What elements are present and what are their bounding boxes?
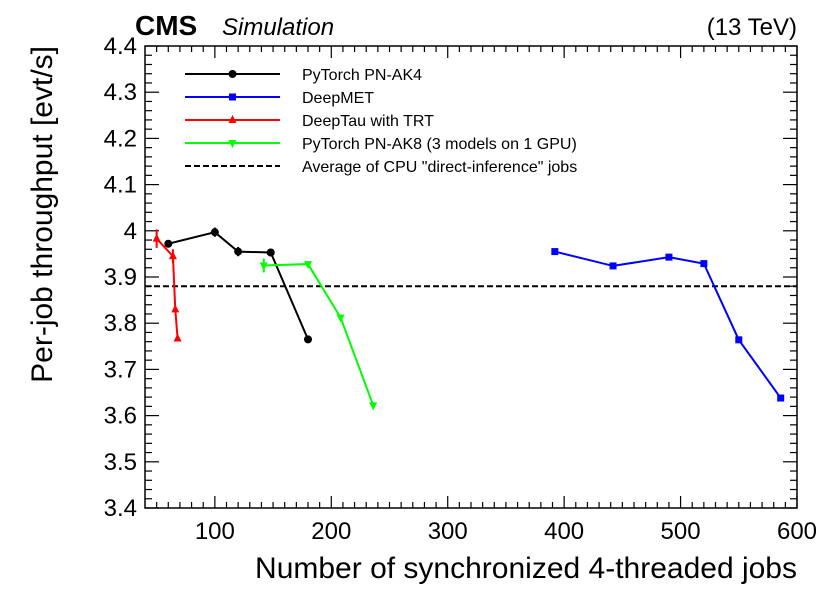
data-point — [304, 261, 312, 270]
data-point — [164, 239, 173, 248]
data-point — [234, 247, 243, 256]
data-point — [152, 233, 161, 242]
legend-label: Average of CPU "direct-inference" jobs — [302, 159, 577, 176]
experiment-label: CMS — [135, 10, 197, 41]
series-line — [155, 237, 179, 339]
series-0 — [164, 227, 312, 344]
data-point — [168, 251, 177, 260]
data-point — [777, 394, 785, 402]
data-point — [735, 336, 743, 344]
simulation-label: Simulation — [222, 14, 334, 41]
series-line — [263, 263, 375, 406]
legend-label: PyTorch PN-AK4 — [302, 67, 422, 84]
data-point — [609, 262, 617, 270]
y-tick-label: 3.6 — [104, 403, 137, 430]
x-tick-label: 400 — [544, 518, 584, 545]
energy-label: (13 TeV) — [707, 14, 797, 41]
data-point — [259, 262, 268, 271]
series-layer — [152, 227, 785, 411]
x-tick-label: 100 — [195, 518, 235, 545]
legend-item: PyTorch PN-AK4 — [185, 67, 422, 84]
legend-marker — [228, 70, 237, 78]
x-axis-ticks: 100 200 300 400 500 600 — [156, 46, 817, 545]
x-tick-label: 200 — [311, 518, 351, 545]
y-axis-title: Per-job throughput [evt/s] — [26, 46, 59, 383]
data-point — [171, 304, 180, 313]
data-point — [173, 333, 182, 342]
y-tick-label: 4.2 — [104, 125, 137, 152]
series-line — [554, 250, 782, 399]
y-tick-label: 3.9 — [104, 264, 137, 291]
legend-item: PyTorch PN-AK8 (3 models on 1 GPU) — [185, 136, 577, 153]
x-tick-label: 500 — [661, 518, 701, 545]
y-tick-label: 4.4 — [104, 33, 137, 60]
data-point — [665, 253, 673, 261]
legend-label: DeepMET — [302, 90, 374, 107]
legend-marker — [228, 115, 237, 123]
y-tick-label: 3.8 — [104, 310, 137, 337]
data-point — [266, 248, 275, 257]
data-point — [700, 260, 708, 268]
x-axis-title: Number of synchronized 4-threaded jobs — [255, 552, 797, 585]
y-axis-ticks: 3.4 3.5 3.6 3.7 3.8 3.9 4 4.1 4.2 4.3 4.4 — [104, 33, 797, 522]
y-tick-label: 4.1 — [104, 172, 137, 199]
header: CMS Simulation (13 TeV) — [135, 10, 797, 41]
series-3 — [259, 258, 378, 411]
y-tick-label: 4 — [124, 218, 137, 245]
data-point — [210, 228, 219, 237]
data-point — [304, 335, 312, 344]
plot-frame — [144, 45, 798, 509]
y-tick-label: 4.3 — [104, 79, 137, 106]
legend-marker — [228, 140, 237, 148]
y-tick-label: 3.5 — [104, 449, 137, 476]
legend-marker — [229, 93, 236, 101]
x-tick-label: 300 — [428, 518, 468, 545]
legend-label: DeepTau with TRT — [302, 113, 434, 130]
y-tick-label: 3.4 — [104, 495, 137, 522]
legend: PyTorch PN-AK4 DeepMET DeepTau with TRT PyT… — [185, 67, 577, 176]
series-2 — [152, 229, 182, 342]
legend-label: PyTorch PN-AK8 (3 models on 1 GPU) — [302, 136, 577, 153]
data-point — [336, 314, 345, 323]
legend-item: DeepTau with TRT — [185, 113, 434, 130]
y-tick-label: 3.7 — [104, 356, 137, 383]
data-point — [369, 402, 378, 411]
x-tick-label: 600 — [777, 518, 817, 545]
series-1 — [551, 248, 785, 402]
data-point — [551, 248, 559, 256]
legend-item: DeepMET — [185, 90, 374, 107]
legend-item: Average of CPU "direct-inference" jobs — [185, 159, 577, 176]
